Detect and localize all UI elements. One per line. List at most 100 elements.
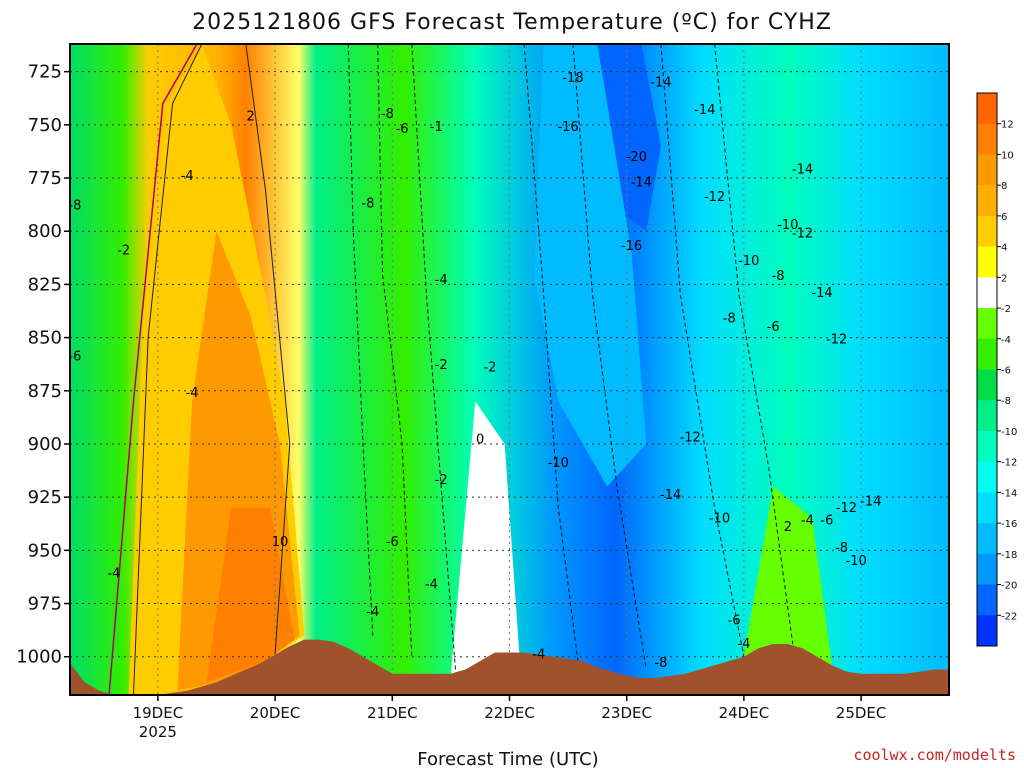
contour-label: -8 bbox=[654, 656, 667, 671]
hot-band bbox=[206, 507, 295, 683]
colorbar-swatch bbox=[977, 93, 997, 125]
colorbar-swatch bbox=[977, 615, 997, 647]
colorbar-swatch bbox=[977, 215, 997, 248]
y-tick-label: 925 bbox=[28, 487, 62, 508]
contour-label: -8 bbox=[68, 199, 81, 214]
colorbar-label: 10 bbox=[1001, 150, 1014, 161]
contour-label: -8 bbox=[723, 311, 736, 326]
contour-label: -2 bbox=[483, 360, 496, 375]
contour-label: -4 bbox=[737, 637, 750, 652]
colorbar-swatch bbox=[977, 430, 997, 463]
y-tick-label: 800 bbox=[28, 221, 62, 242]
freezing-isotherm bbox=[108, 44, 198, 695]
x-axis-title: Forecast Time (UTC) bbox=[417, 749, 598, 768]
x-tick-label: 23DEC bbox=[601, 704, 652, 722]
contour-label: -10 bbox=[709, 511, 730, 526]
contour-label: -6 bbox=[68, 350, 81, 365]
plot-area: -18 -14-142 -8-6 -1 -16-20-4 -14-14-12-8 -8-10… bbox=[68, 44, 949, 695]
y-tick-label: 875 bbox=[28, 381, 62, 402]
contour-label: -4 bbox=[801, 514, 814, 529]
isotherm-line bbox=[523, 44, 579, 662]
contour-label: -12 bbox=[680, 431, 701, 446]
contour-label: -12 bbox=[792, 226, 813, 241]
contour-label: -8 bbox=[381, 107, 394, 122]
x-tick-label: 19DEC bbox=[133, 704, 184, 722]
isotherm-group bbox=[108, 44, 794, 695]
contour-label: -12 bbox=[704, 190, 725, 205]
x-tick-label: 24DEC bbox=[719, 704, 770, 722]
colorbar-label: -6 bbox=[1001, 366, 1011, 377]
contour-label: -10 bbox=[548, 456, 569, 471]
colorbar-label: -16 bbox=[1001, 519, 1017, 530]
warm-isotherm-line bbox=[132, 44, 203, 695]
y-tick-label: 725 bbox=[28, 62, 62, 83]
contour-label: -8 bbox=[835, 541, 848, 556]
contour-label: -6 bbox=[386, 535, 399, 550]
colorbar-label: -14 bbox=[1001, 488, 1017, 499]
isotherm-line bbox=[660, 44, 745, 657]
colorbar-label: -18 bbox=[1001, 550, 1017, 561]
colorbar-swatch bbox=[977, 553, 997, 586]
colorbar-swatch bbox=[977, 584, 997, 616]
isotherm-line bbox=[347, 44, 374, 636]
contour-label: -4 bbox=[366, 605, 379, 620]
colorbar-label: -12 bbox=[1001, 458, 1017, 469]
y-tick-label: 850 bbox=[28, 328, 62, 349]
colorbar-label: 2 bbox=[1001, 273, 1007, 284]
colorbar-swatch bbox=[977, 123, 997, 155]
colorbar-label: 4 bbox=[1001, 243, 1007, 254]
contour-label: -2 bbox=[117, 243, 130, 258]
colorbar-swatch bbox=[977, 308, 997, 340]
colorbar-label: 6 bbox=[1001, 212, 1007, 223]
contour-label: -14 bbox=[660, 488, 681, 503]
colorbar-swatch bbox=[977, 400, 997, 432]
colorbar: 12 10 8 6 4 2 -2 -4 -6 -8 -10 -12 -14 -16 -18 -20 -22 bbox=[976, 92, 1017, 647]
contour-label: -8 bbox=[772, 269, 785, 284]
contour-label: -14 bbox=[811, 286, 832, 301]
x-tick-label: 20DEC bbox=[250, 704, 301, 722]
colorbar-swatch bbox=[977, 185, 997, 217]
y-tick-label: 900 bbox=[28, 434, 62, 455]
contour-label: -4 bbox=[435, 273, 448, 288]
contour-label: -10 bbox=[846, 554, 867, 569]
contour-label: -14 bbox=[694, 103, 715, 118]
temperature-band-group bbox=[128, 44, 832, 695]
colorbar-label: 8 bbox=[1001, 181, 1007, 192]
contour-label: 2 bbox=[784, 520, 792, 535]
contour-label: -10 bbox=[738, 254, 759, 269]
contour-label: -4 bbox=[181, 169, 194, 184]
contour-label: -18 bbox=[562, 71, 583, 86]
colorbar-label: -4 bbox=[1001, 335, 1011, 346]
contour-label: -4 bbox=[186, 386, 199, 401]
nose-white bbox=[450, 401, 520, 674]
contour-label: -20 bbox=[626, 150, 647, 165]
contour-label: 2 bbox=[247, 109, 255, 124]
contour-label-group: -18 -14-142 -8-6 -1 -16-20-4 -14-14-12-8 -8-10… bbox=[68, 71, 881, 671]
y-tick-label: 750 bbox=[28, 115, 62, 136]
y-tick-label: 950 bbox=[28, 540, 62, 561]
contour-label: -14 bbox=[650, 75, 671, 90]
colorbar-swatch bbox=[977, 338, 997, 370]
x-tick-label: 25DEC bbox=[836, 704, 887, 722]
colorbar-swatch bbox=[977, 369, 997, 401]
grid-lines bbox=[70, 44, 949, 695]
contour-label: -4 bbox=[532, 648, 545, 663]
contour-label: -6 bbox=[396, 122, 409, 137]
x-tick-label: 21DEC bbox=[367, 704, 418, 722]
contour-label: -6 bbox=[820, 514, 833, 529]
colorbar-label: 12 bbox=[1001, 120, 1014, 131]
isotherm-line bbox=[377, 44, 413, 657]
colorbar-swatch bbox=[977, 246, 997, 278]
colorbar-label: -22 bbox=[1001, 611, 1017, 622]
contour-label: -2 bbox=[435, 473, 448, 488]
y-tick-label: 1000 bbox=[16, 647, 62, 668]
colorbar-swatch bbox=[977, 154, 997, 186]
contour-label: -12 bbox=[826, 333, 847, 348]
colorbar-label: -8 bbox=[1001, 396, 1011, 407]
y-tick-label: 775 bbox=[28, 168, 62, 189]
contour-label: 0 bbox=[476, 433, 484, 448]
contour-label: -6 bbox=[767, 320, 780, 335]
cold-mid-band bbox=[533, 44, 647, 487]
